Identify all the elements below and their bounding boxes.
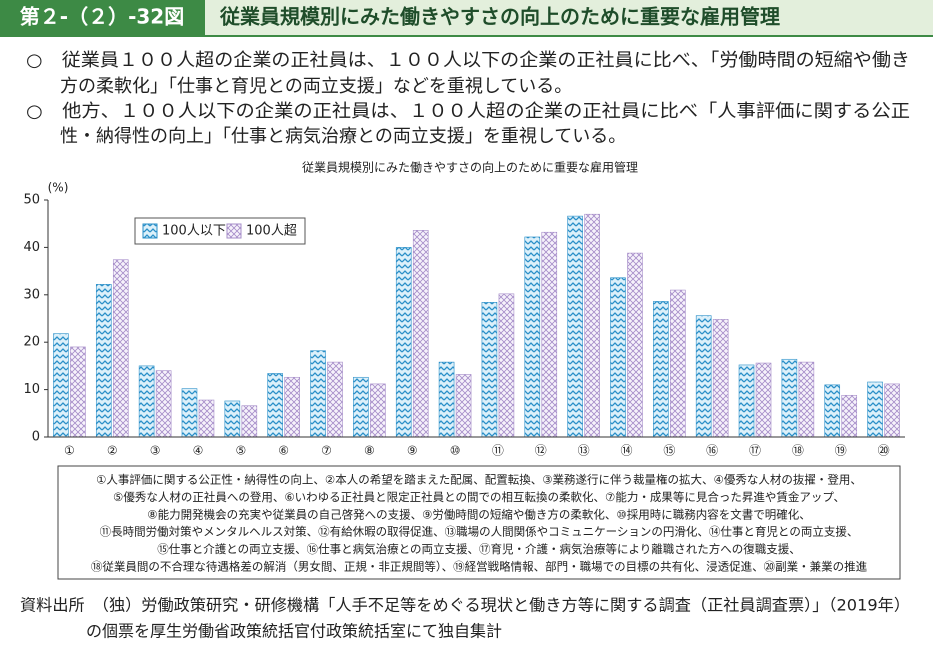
bar: [738, 364, 755, 438]
bar: [353, 376, 369, 438]
bar: [95, 284, 112, 438]
x-tick-label: ⑰: [749, 444, 761, 458]
bar: [841, 394, 858, 438]
note-line: ⑪長時間労働対策やメンタルヘルス対策、⑫有給休暇の取得促進、⑬職場の人間関係やコ…: [100, 525, 859, 539]
x-tick-label: ⑪: [492, 444, 504, 458]
source: 資料出所 （独）労働政策研究・研修機構「人手不足等をめぐる現状と働き方等に関する…: [20, 596, 910, 615]
bar: [584, 213, 600, 438]
x-tick-label: ⑮: [663, 444, 675, 458]
bar: [670, 289, 686, 438]
bar: [567, 215, 583, 438]
x-tick-label: ⑩: [450, 444, 461, 458]
y-tick-label: 30: [23, 287, 40, 302]
x-tick-label: ⑳: [878, 444, 890, 458]
bar: [627, 252, 643, 438]
bar: [70, 346, 86, 438]
bar: [155, 370, 172, 438]
summary-line: ○ 従業員１００人超の企業の正社員は、１００人以下の企業の正社員に比べ、「労働時…: [26, 50, 910, 71]
bar: [53, 333, 69, 438]
bar: [712, 319, 729, 438]
x-tick-label: ②: [107, 444, 118, 458]
bar: [438, 361, 455, 438]
x-tick-label: ③: [150, 444, 161, 458]
bar: [284, 376, 300, 438]
chart-title: 従業員規模別にみた働きやすさの向上のために重要な雇用管理: [302, 160, 638, 175]
bar: [524, 236, 541, 438]
bar: [498, 293, 515, 438]
legend-swatch: [142, 223, 158, 239]
note-line: ①人事評価に関する公正性・納得性の向上、②本人の希望を踏まえた配属、配置転換、③…: [96, 473, 862, 487]
bar: [610, 277, 626, 438]
bar: [224, 400, 241, 438]
legend-label: 100人超: [246, 224, 297, 239]
bar: [695, 315, 712, 438]
note-line: ⑱従業員間の不合理な待遇格差の解消（男女間、正規・非正規間等）、⑲経営戦略情報、…: [91, 560, 868, 574]
x-tick-label: ⑥: [278, 444, 289, 458]
legend-label: 100人以下: [162, 224, 226, 239]
legend-swatch: [226, 223, 242, 239]
bar: [395, 247, 412, 438]
x-tick-label: ⑲: [835, 444, 847, 458]
bar: [481, 302, 498, 438]
note-line: ⑧能力開発機会の充実や従業員の自己啓発への支援、⑨労働時間の短縮や働き方の柔軟化…: [147, 507, 810, 521]
bar: [181, 388, 198, 438]
bar: [867, 381, 883, 438]
note-line: ⑤優秀な人材の正社員への登用、⑥いわゆる正社員と限定正社員との間での相互転換の柔…: [113, 490, 845, 504]
bar: [653, 301, 669, 438]
bar: [327, 361, 343, 438]
bar: [455, 374, 472, 438]
header-title: 従業員規模別にみた働きやすさの向上のために重要な雇用管理: [219, 5, 780, 29]
x-tick-label: ⑱: [792, 444, 804, 458]
bar: [370, 383, 386, 438]
summary-line: 方の柔軟化」「仕事と育児との両立支援」などを重視している。: [60, 76, 572, 97]
summary-line: 性・納得性の向上」「仕事と病気治療との両立支援」を重視している。: [60, 126, 626, 147]
notes: ①人事評価に関する公正性・納得性の向上、②本人の希望を踏まえた配属、配置転換、③…: [91, 473, 868, 574]
bar: [781, 358, 798, 438]
y-tick-label: 40: [23, 240, 40, 255]
summary-line: ○ 他方、１００人以下の企業の正社員は、１００人超の企業の正社員に比べ「人事評価…: [26, 101, 910, 122]
y-tick-label: 20: [23, 335, 40, 350]
y-axis-label: (%): [48, 181, 69, 195]
bar: [412, 230, 429, 438]
x-tick-label: ⑯: [706, 444, 718, 458]
bar: [138, 365, 155, 438]
bar: [310, 350, 326, 438]
x-tick-label: ⑦: [321, 444, 332, 458]
y-tick-label: 50: [23, 193, 40, 208]
y-tick-label: 10: [23, 382, 40, 397]
bar: [755, 362, 772, 438]
note-line: ⑮仕事と介護との両立支援、⑯仕事と病気治療との両立支援、⑰育児・介護・病気治療等…: [157, 542, 801, 556]
x-tick-label: ⑧: [364, 444, 375, 458]
x-tick-label: ⑭: [620, 444, 632, 458]
y-tick-label: 0: [32, 430, 40, 445]
figure-no-box: [0, 0, 205, 36]
source: の個票を厚生労働省政策統括官付政策統括室にて独自集計: [86, 622, 502, 641]
bar: [824, 384, 841, 438]
bar: [112, 259, 129, 438]
x-tick-label: ⑤: [235, 444, 246, 458]
bar: [241, 405, 258, 438]
x-tick-label: ⑫: [535, 444, 547, 458]
bar: [884, 383, 900, 438]
x-tick-label: ④: [193, 444, 204, 458]
bar: [267, 373, 283, 438]
bar: [198, 399, 215, 438]
bar: [798, 361, 815, 438]
x-tick-label: ⑨: [407, 444, 418, 458]
x-tick-label: ⑬: [578, 444, 590, 458]
notes-box: [57, 465, 901, 580]
bar: [541, 231, 558, 438]
x-tick-label: ①: [64, 444, 75, 458]
figure-no: 第２-（２）-32図: [20, 5, 184, 29]
legend-box: [134, 217, 306, 245]
